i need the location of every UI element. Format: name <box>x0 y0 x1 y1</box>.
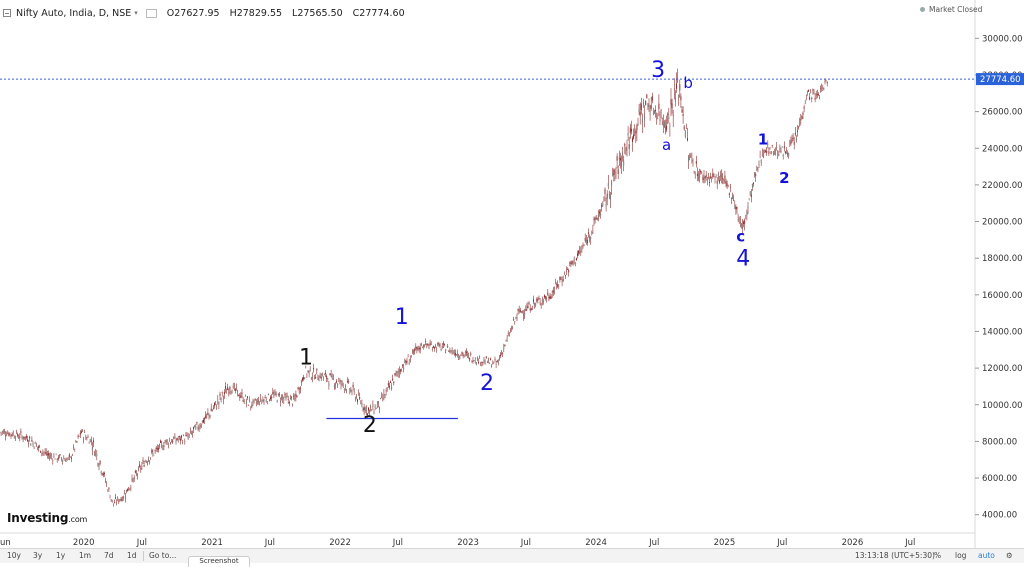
goto-button[interactable]: Go to... <box>149 551 177 560</box>
market-status-label: Market Closed <box>929 5 983 14</box>
time-tick-label: 2022 <box>329 538 351 548</box>
wave-label: c <box>736 228 745 246</box>
close-value: C27774.60 <box>352 7 405 19</box>
symbol-label[interactable]: Nifty Auto, India, D, NSE <box>16 7 132 19</box>
range-1m-button[interactable]: 1m <box>79 551 92 560</box>
time-tick-label: 2024 <box>585 538 607 548</box>
wave-label: 1 <box>395 305 409 330</box>
market-status: Market Closed <box>920 5 982 14</box>
time-axis[interactable]: un 2020 Jul 2021 Jul 2022 Jul 2023 Jul 2024 Jul 202… <box>0 538 915 548</box>
time-tick-label: Jul <box>904 538 915 548</box>
price-tick-label: 26000.00 <box>982 108 1023 118</box>
wave-label: 1 <box>758 131 768 149</box>
time-tick-label: Jul <box>264 538 275 548</box>
price-tick-label: 20000.00 <box>982 218 1023 228</box>
range-7d-button[interactable]: 7d <box>104 551 114 560</box>
price-tick-label: 8000.00 <box>982 437 1017 447</box>
wave-annotations: 1 2 1 2 3 a b c4 1 2 <box>299 58 790 438</box>
log-toggle[interactable]: log <box>955 551 967 560</box>
settings-gear-icon[interactable]: ⚙ <box>1006 551 1013 560</box>
time-tick-label: 2021 <box>201 538 223 548</box>
price-tick-label: 6000.00 <box>982 474 1017 484</box>
time-tick-label: Jul <box>776 538 787 548</box>
time-tick-label: Jul <box>136 538 147 548</box>
logo-main: Investing <box>7 511 69 525</box>
price-tick-label: 4000.00 <box>982 511 1017 521</box>
ohlc-values: O27627.95 H27829.55 L27565.50 C27774.60 <box>167 8 405 19</box>
high-value: H27829.55 <box>229 7 283 19</box>
price-tick-label: 12000.00 <box>982 364 1023 374</box>
visibility-icon[interactable] <box>145 8 157 18</box>
wave-label: 1 <box>299 345 313 370</box>
price-tick-label: 18000.00 <box>982 254 1023 264</box>
time-tick-label: 2023 <box>457 538 479 548</box>
low-value: L27565.50 <box>292 7 343 19</box>
price-tick-label: 16000.00 <box>982 291 1023 301</box>
time-tick-label: Jul <box>392 538 403 548</box>
current-price-label: 27774.60 <box>980 75 1021 85</box>
candles-group <box>0 68 828 507</box>
logo-suffix: .com <box>68 515 88 524</box>
investing-logo: Investing.com <box>7 511 87 525</box>
wave-label: 4 <box>736 247 750 272</box>
price-tick-label: 22000.00 <box>982 181 1023 191</box>
wave-label: b <box>683 74 693 92</box>
price-tick-label: 24000.00 <box>982 144 1023 154</box>
range-1d-button[interactable]: 1d <box>127 551 137 560</box>
wave-label: 2 <box>779 169 789 187</box>
range-10y-button[interactable]: 10y <box>7 551 21 560</box>
time-tick-label: un <box>0 538 11 548</box>
time-tick-label: Jul <box>648 538 659 548</box>
wave-label: 2 <box>363 413 377 438</box>
bottom-toolbar: 10y 3y 1y 1m 7d 1d Go to... 13:13:18 (UT… <box>0 548 1024 563</box>
chevron-down-icon[interactable]: ▾ <box>134 9 138 17</box>
collapse-icon[interactable] <box>3 9 11 17</box>
percent-toggle[interactable]: % <box>934 551 942 560</box>
toolbar-divider <box>143 551 144 561</box>
wave-label: 3 <box>651 58 665 83</box>
price-tick-label: 10000.00 <box>982 401 1023 411</box>
time-tick-label: Jul <box>520 538 531 548</box>
legend-bar: Nifty Auto, India, D, NSE ▾ O27627.95 H2… <box>0 0 975 26</box>
wave-label: 2 <box>480 371 494 396</box>
auto-toggle[interactable]: auto <box>978 551 995 560</box>
open-value: O27627.95 <box>166 7 220 19</box>
price-axis[interactable]: 4000.00 6000.00 8000.00 10000.00 12000.00 140… <box>975 34 1023 521</box>
price-tick-label: 14000.00 <box>982 327 1023 337</box>
time-tick-label: 2020 <box>73 538 95 548</box>
current-price-badge <box>976 73 1024 86</box>
clock-label[interactable]: 13:13:18 (UTC+5:30) <box>855 551 935 560</box>
time-tick-label: 2026 <box>842 538 864 548</box>
time-tick-label: 2025 <box>714 538 736 548</box>
price-tick-label: 30000.00 <box>982 34 1023 44</box>
market-status-dot-icon <box>920 7 925 12</box>
range-1y-button[interactable]: 1y <box>56 551 66 560</box>
wave-label: a <box>662 136 671 154</box>
range-3y-button[interactable]: 3y <box>33 551 43 560</box>
